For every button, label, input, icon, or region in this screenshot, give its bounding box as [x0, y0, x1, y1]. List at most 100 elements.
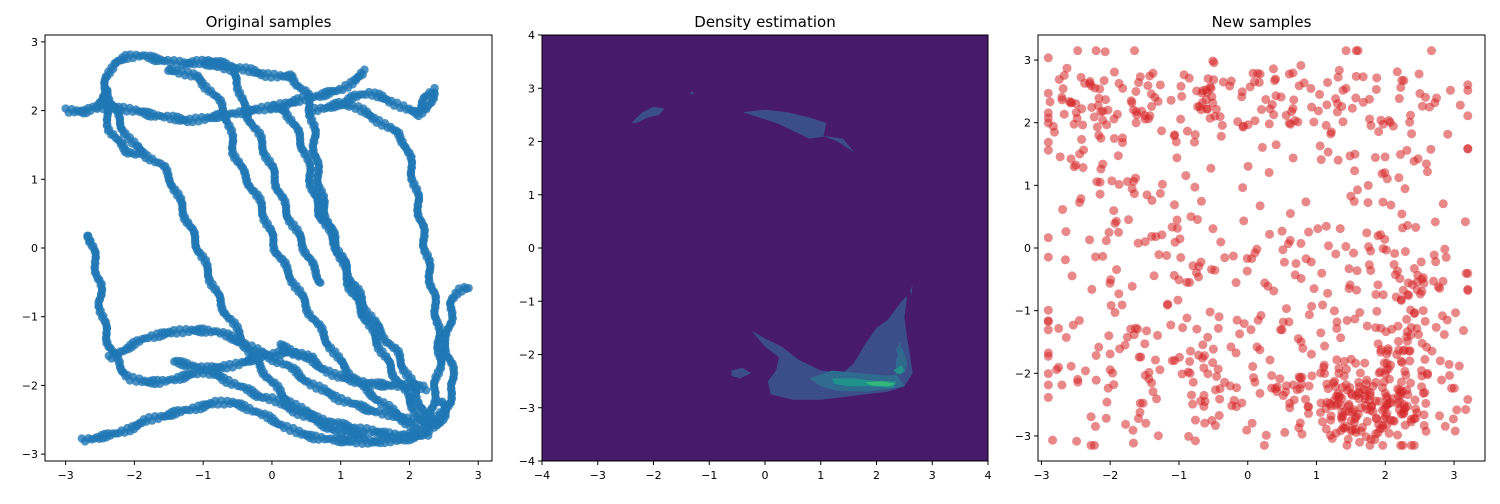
data-point — [1075, 149, 1085, 159]
x-tick-label: −1 — [1171, 469, 1187, 482]
data-point — [1162, 300, 1172, 310]
data-point — [1192, 324, 1202, 334]
data-point — [1255, 345, 1265, 355]
data-point — [1128, 438, 1138, 448]
data-point — [1316, 328, 1326, 338]
y-tick-label: 0 — [1024, 242, 1031, 255]
data-point — [1366, 434, 1376, 444]
data-point — [1360, 358, 1370, 368]
data-point — [1304, 409, 1314, 419]
data-point — [1424, 102, 1434, 112]
data-point — [1054, 74, 1064, 84]
data-point — [1331, 428, 1341, 438]
data-point — [1126, 324, 1136, 334]
data-point — [1059, 109, 1069, 119]
data-point — [1331, 249, 1341, 259]
y-tick-label: −3 — [519, 402, 535, 415]
data-point — [1285, 209, 1295, 219]
data-point — [1133, 238, 1143, 248]
density-contour — [910, 285, 913, 296]
y-tick-label: 1 — [31, 173, 38, 186]
data-point — [1055, 152, 1065, 162]
data-point — [1157, 179, 1167, 189]
data-point — [1383, 399, 1393, 409]
data-point — [1419, 278, 1429, 288]
data-point — [1432, 93, 1442, 103]
data-point — [1392, 67, 1402, 77]
data-point — [1271, 91, 1281, 101]
data-point — [1242, 425, 1252, 435]
data-point — [1296, 60, 1306, 70]
data-point — [1394, 336, 1404, 346]
data-point — [1078, 120, 1088, 130]
x-tick-label: 3 — [929, 469, 936, 482]
data-point — [1207, 415, 1217, 425]
data-point — [1214, 411, 1224, 421]
data-point — [1283, 239, 1293, 249]
data-point — [1281, 110, 1291, 120]
data-point — [1355, 307, 1365, 317]
data-point — [1150, 92, 1160, 102]
data-point — [1048, 121, 1058, 131]
data-point — [1463, 111, 1473, 121]
data-point — [1249, 373, 1259, 383]
data-point — [1304, 381, 1314, 391]
data-point — [1054, 362, 1064, 372]
data-point — [1190, 130, 1200, 140]
data-point — [1376, 323, 1386, 333]
data-point — [1198, 340, 1208, 350]
data-point — [1391, 292, 1401, 302]
data-point — [1140, 339, 1150, 349]
data-point — [1335, 224, 1345, 234]
data-point — [1348, 407, 1358, 417]
data-point — [1077, 104, 1087, 114]
data-point — [1344, 283, 1354, 293]
data-point — [1043, 316, 1053, 326]
data-point — [1390, 248, 1400, 258]
data-point — [1045, 97, 1055, 107]
data-point — [1419, 410, 1429, 420]
x-tick-label: −3 — [58, 469, 74, 482]
data-point — [1190, 182, 1200, 192]
data-point — [1113, 151, 1123, 161]
data-point — [1304, 227, 1314, 237]
data-point — [1183, 367, 1193, 377]
data-point — [1398, 223, 1408, 233]
data-point — [1362, 321, 1372, 331]
data-point — [1405, 356, 1415, 366]
data-point — [1207, 92, 1217, 102]
data-point — [1341, 364, 1351, 374]
data-point — [1242, 253, 1252, 263]
data-point — [1150, 355, 1160, 365]
data-point — [1346, 354, 1356, 364]
x-tick-label: −4 — [534, 469, 550, 482]
data-point — [1208, 344, 1218, 354]
panel-density-estimation: Density estimation −4 −3 −2 −1 0 1 2 3 4 −4 −3 −2 −1… — [519, 13, 992, 482]
data-point — [1365, 114, 1375, 124]
data-point — [1337, 102, 1347, 112]
data-point — [1280, 427, 1290, 437]
data-point — [1324, 241, 1334, 251]
data-point — [1381, 245, 1391, 255]
data-point — [1155, 188, 1165, 198]
data-point — [1239, 216, 1249, 226]
data-point — [1182, 313, 1192, 323]
data-point — [1043, 305, 1053, 315]
data-point — [1043, 392, 1053, 402]
data-point — [1393, 430, 1403, 440]
data-point — [1114, 179, 1124, 189]
data-point — [1307, 301, 1317, 311]
data-point — [1167, 356, 1177, 366]
density-contour — [865, 381, 896, 387]
data-point — [1336, 333, 1346, 343]
data-point — [1133, 414, 1143, 424]
data-point — [1349, 248, 1359, 258]
data-point — [1440, 244, 1450, 254]
data-point — [1336, 400, 1346, 410]
data-point — [1402, 327, 1412, 337]
data-point — [1231, 348, 1241, 358]
data-point — [1242, 266, 1252, 276]
data-point — [1334, 368, 1344, 378]
data-point — [1058, 204, 1068, 214]
data-point — [1201, 85, 1211, 95]
